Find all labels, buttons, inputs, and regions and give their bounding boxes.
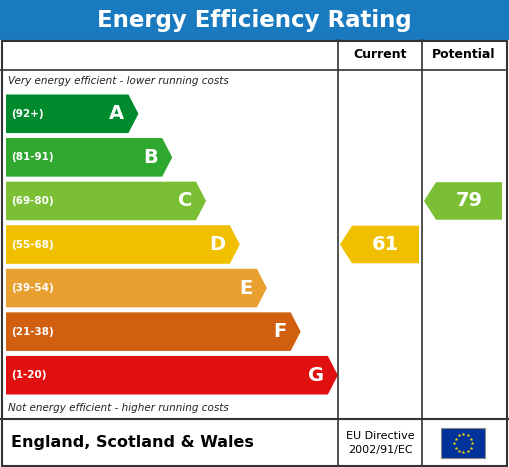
- Polygon shape: [424, 182, 502, 219]
- Text: (92+): (92+): [11, 109, 44, 119]
- Polygon shape: [6, 94, 138, 133]
- Text: Not energy efficient - higher running costs: Not energy efficient - higher running co…: [8, 403, 229, 413]
- Text: (21-38): (21-38): [11, 326, 54, 337]
- Text: (69-80): (69-80): [11, 196, 53, 206]
- Text: D: D: [210, 235, 226, 254]
- Text: G: G: [308, 366, 324, 385]
- Text: F: F: [273, 322, 287, 341]
- Polygon shape: [340, 226, 419, 263]
- Bar: [0, 0, 509, 40]
- Text: Energy Efficiency Rating: Energy Efficiency Rating: [97, 8, 412, 31]
- Text: B: B: [144, 148, 158, 167]
- Text: Potential: Potential: [432, 49, 495, 62]
- Text: Current: Current: [353, 49, 407, 62]
- Text: Very energy efficient - lower running costs: Very energy efficient - lower running co…: [8, 76, 229, 86]
- Text: (55-68): (55-68): [11, 240, 54, 249]
- Polygon shape: [6, 225, 240, 264]
- Text: EU Directive: EU Directive: [346, 431, 414, 441]
- Text: (81-91): (81-91): [11, 152, 53, 163]
- Text: A: A: [109, 104, 124, 123]
- Polygon shape: [6, 138, 172, 177]
- Text: 61: 61: [372, 235, 399, 254]
- Text: E: E: [240, 279, 253, 297]
- Text: (39-54): (39-54): [11, 283, 54, 293]
- Text: 2002/91/EC: 2002/91/EC: [348, 445, 412, 455]
- Text: England, Scotland & Wales: England, Scotland & Wales: [11, 436, 254, 451]
- Text: 79: 79: [456, 191, 483, 211]
- Polygon shape: [6, 356, 338, 395]
- Bar: [441, 428, 486, 458]
- Text: (1-20): (1-20): [11, 370, 46, 380]
- Polygon shape: [6, 312, 301, 351]
- Polygon shape: [6, 182, 206, 220]
- Text: C: C: [178, 191, 192, 211]
- Polygon shape: [6, 269, 267, 307]
